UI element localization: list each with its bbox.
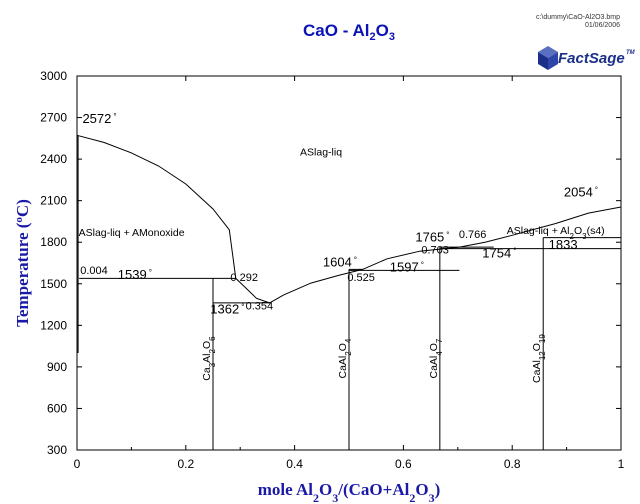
data-label: 0.525 (347, 272, 375, 284)
y-tick-label: 2100 (40, 194, 67, 208)
chart-title: CaO - Al2O3 (303, 21, 395, 43)
logo-tm: TM (626, 50, 636, 56)
y-tick-label: 1500 (40, 277, 67, 291)
data-label: 0.354 (246, 300, 274, 312)
cube-icon (538, 46, 558, 70)
y-tick-label: 3000 (40, 69, 67, 83)
x-axis: 0 0.2 0.4 0.6 0.8 1 (74, 76, 625, 471)
data-label: 2572 ° (82, 111, 116, 126)
compound-label: Ca3Al2O6 (201, 336, 217, 381)
y-axis: 300 600 900 1200 1500 1800 2100 2400 2700 3000 (40, 69, 621, 457)
x-tick-label: 0.8 (504, 457, 521, 471)
x-tick-label: 0.2 (177, 457, 194, 471)
x-tick-label: 1 (618, 457, 625, 471)
data-label: 2054 ° (564, 185, 598, 200)
x-tick-label: 0 (74, 457, 81, 471)
y-tick-label: 600 (47, 401, 67, 415)
data-label: 1539 ° (118, 267, 152, 282)
data-label: 0.004 (80, 265, 108, 277)
phase-label: ASlag-liq + Al2O3(s4) (507, 225, 605, 241)
data-label: 1765 ° (415, 230, 449, 245)
phase-label: ASlag-liq + AMonoxide (79, 227, 185, 239)
data-label: 0.766 (459, 229, 487, 241)
file-date: 01/06/2006 (585, 22, 620, 29)
compound-label: CaAl4O7 (428, 338, 444, 378)
data-label: 1362 ° (210, 302, 244, 317)
y-tick-label: 1800 (40, 235, 67, 249)
x-axis-label: mole Al2O3/(CaO+Al2O3) (258, 480, 440, 504)
y-tick-label: 300 (47, 443, 67, 457)
compound-label: CaAl12O19 (531, 334, 547, 383)
y-tick-label: 2700 (40, 111, 67, 125)
y-tick-label: 900 (47, 360, 67, 374)
y-tick-label: 2400 (40, 152, 67, 166)
data-label: 1604 ° (323, 254, 357, 269)
x-tick-label: 0.4 (286, 457, 303, 471)
data-label: 1754 ° (482, 245, 516, 260)
phase-label: ASlag-liq (300, 147, 342, 159)
liquidus-curve-right (362, 206, 622, 270)
data-label: 1833 (549, 237, 578, 252)
file-path: c:\dummy\CaO-Al2O3.bmp (536, 14, 620, 21)
plot-area: 2572 ° 2054 ° 1765 ° 1754 ° 1833 1604 ° 1597 ° 1539 ° 1… (76, 111, 622, 450)
liquidus-curve-left (76, 134, 363, 304)
y-tick-label: 1200 (40, 318, 67, 332)
logo-text: FactSage (558, 50, 625, 67)
data-label: 0.703 (421, 244, 449, 256)
factsage-logo: FactSage TM (538, 46, 636, 70)
data-label: 1597 ° (390, 259, 424, 274)
y-axis-label: Temperature (oC) (13, 199, 32, 327)
data-label: 0.292 (230, 272, 258, 284)
compound-label: CaAl2O4 (337, 338, 353, 378)
x-tick-label: 0.6 (395, 457, 412, 471)
